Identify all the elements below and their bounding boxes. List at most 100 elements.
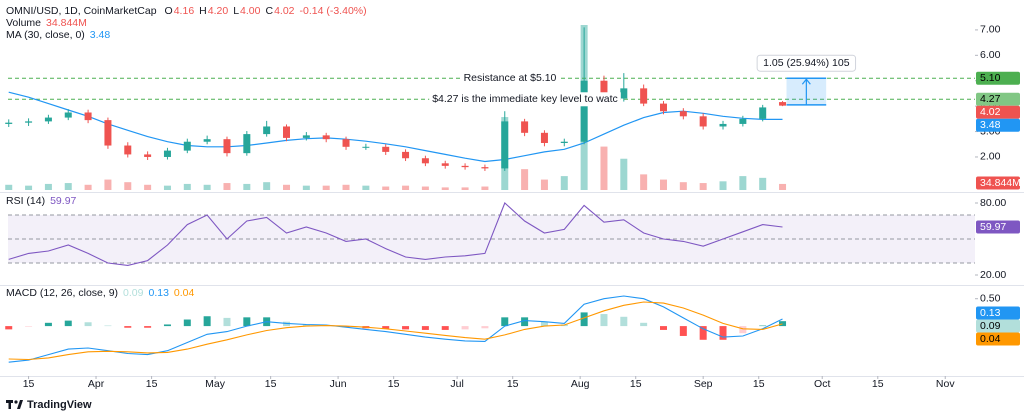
macd-histogram-bar <box>44 322 52 327</box>
level-tag-bg <box>976 92 1020 106</box>
x-tick-label: 15 <box>753 378 765 390</box>
macd-histogram-bar <box>144 326 152 328</box>
macd-histogram-bar <box>620 316 628 327</box>
volume-bar <box>302 185 310 190</box>
volume-bar <box>144 184 152 190</box>
x-tick-label: 15 <box>23 378 35 390</box>
volume-bar <box>283 184 291 190</box>
annotation-bg <box>460 71 560 86</box>
level-tag-bg <box>976 71 1020 85</box>
volume-bar <box>521 169 529 190</box>
candle-body <box>183 141 191 151</box>
candle-body <box>104 120 112 146</box>
x-tick-label: Oct <box>814 378 830 390</box>
y-tick-label: 20.00 <box>980 269 1006 281</box>
candle-body <box>5 122 13 124</box>
x-tick-label: Nov <box>936 378 955 390</box>
macd-histogram-bar <box>580 312 588 327</box>
legend-value: 4.16 <box>174 5 195 17</box>
macd-histogram-bar <box>640 322 648 327</box>
volume-bar <box>64 183 72 190</box>
candle-body <box>163 150 171 157</box>
candle-body <box>461 165 469 168</box>
candle-body <box>342 139 350 147</box>
volume-tag: 34.844M <box>980 177 1021 189</box>
macd-histogram-bar <box>600 314 608 327</box>
volume-bar <box>44 183 52 190</box>
volume-bar <box>461 187 469 190</box>
signal-tag-bg <box>976 332 1020 346</box>
volume-bar <box>322 185 330 190</box>
volume-bar <box>659 179 667 190</box>
volume-bar <box>263 182 271 190</box>
volume-bar <box>540 179 548 190</box>
legend-change: -0.14 (-3.40%) <box>300 5 367 17</box>
macd-histogram-bar <box>5 326 13 330</box>
volume-bar <box>124 182 132 190</box>
candle-body <box>382 146 390 152</box>
legend-volume-value: 34.844M <box>46 17 87 29</box>
y-tick-label: 6.00 <box>980 49 1001 61</box>
volume-bar <box>342 184 350 190</box>
legend-value: 4.02 <box>274 5 295 17</box>
y-tick-label: 0.50 <box>980 292 1001 304</box>
macd-histogram-bar <box>421 326 429 330</box>
macd-histogram-bar <box>64 320 72 327</box>
macd-histogram-bar <box>163 324 171 327</box>
macd-histogram-bar <box>402 326 410 330</box>
price-tag: 4.02 <box>980 106 1001 118</box>
candle-body <box>759 107 767 119</box>
level-tag: 4.27 <box>980 93 1001 105</box>
x-tick-label: Aug <box>571 378 590 390</box>
macd-histogram-bar <box>521 317 529 327</box>
macd-histogram-bar <box>461 326 469 330</box>
volume-bar <box>699 183 707 190</box>
rsi-tag-bg <box>976 220 1020 234</box>
volume-bar <box>402 185 410 190</box>
volume-bar <box>600 146 608 190</box>
x-tick-label: Jul <box>450 378 463 390</box>
x-tick-label: Apr <box>88 378 105 390</box>
x-tick-label: 15 <box>507 378 519 390</box>
candle-body <box>441 163 449 166</box>
candle-body <box>84 112 92 121</box>
candle-body <box>481 167 489 169</box>
legend-signal-value: 0.04 <box>174 287 195 299</box>
macd-tag: 0.13 <box>980 307 1001 319</box>
volume-bar <box>779 183 787 190</box>
tradingview-logo <box>6 400 23 409</box>
candle-body <box>263 126 271 135</box>
volume-bar <box>163 185 171 190</box>
volume-bar <box>640 174 648 190</box>
volume-bar <box>620 158 628 190</box>
candle-body <box>322 135 330 140</box>
candle-body <box>739 118 747 124</box>
macd-histogram-bar <box>382 326 390 329</box>
volume-bar <box>719 181 727 190</box>
macd-histogram-bar <box>104 325 112 327</box>
macd-histogram-bar <box>183 319 191 327</box>
rsi-tag: 59.97 <box>980 221 1006 233</box>
volume-bar <box>441 187 449 190</box>
macd-histogram-bar <box>501 317 509 327</box>
macd-histogram-bar <box>302 324 310 327</box>
candle-body <box>25 121 33 123</box>
legend-histogram-value: 0.09 <box>123 287 144 299</box>
legend-volume: Volume <box>6 17 41 29</box>
legend-rsi: RSI (14) <box>6 195 45 207</box>
price-tag-bg <box>976 105 1020 119</box>
candle-body <box>521 121 529 133</box>
volume-bar <box>759 177 767 190</box>
legend-ma: MA (30, close, 0) <box>6 29 85 41</box>
volume-bar <box>223 183 231 190</box>
legend-title: OMNI/USD, 1D, CoinMarketCap <box>6 5 157 17</box>
candle-body <box>540 132 548 143</box>
annotation: Resistance at $5.10 <box>464 72 557 84</box>
volume-bar <box>104 179 112 190</box>
x-tick-label: 15 <box>872 378 884 390</box>
candle-body <box>600 80 608 99</box>
x-tick-label: 15 <box>146 378 158 390</box>
macd-tag-bg <box>976 306 1020 320</box>
legend-value: 4.20 <box>208 5 229 17</box>
macd-histogram-bar <box>759 325 767 327</box>
